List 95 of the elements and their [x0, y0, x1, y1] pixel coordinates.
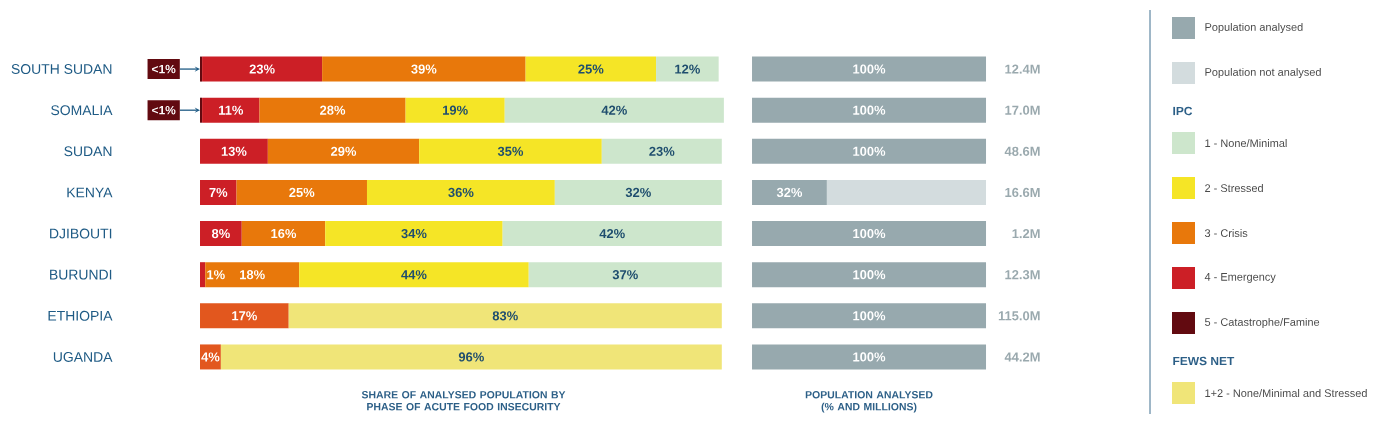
bar	[528, 262, 722, 288]
data-label: 13%	[221, 146, 247, 156]
bar	[502, 221, 722, 247]
legend-label: 2 - Stressed	[1205, 183, 1263, 193]
data-label: 25%	[289, 187, 315, 198]
y-tick-label: ETHIOPIA	[48, 310, 113, 321]
y-tick-label: SOUTH SUDAN	[11, 64, 112, 75]
data-label: 39%	[411, 64, 437, 74]
data-label: 29%	[330, 146, 357, 156]
bar	[601, 138, 722, 164]
data-label: 34%	[401, 228, 427, 239]
text: FEWS NET	[1173, 356, 1235, 366]
y-tick-label: KENYA	[67, 187, 113, 198]
data-label: 100%	[853, 105, 886, 115]
data-label: 1%	[207, 270, 225, 280]
bar	[267, 138, 420, 164]
data-label: 23%	[649, 146, 675, 156]
data-label: 36%	[448, 187, 474, 198]
bar	[554, 179, 722, 205]
text: 12.4M	[1005, 64, 1040, 74]
data-label: 11%	[219, 105, 244, 115]
bar	[366, 179, 555, 205]
text: 44.2M	[1004, 352, 1040, 362]
bar	[205, 262, 300, 288]
legend-label: 3 - Crisis	[1204, 228, 1248, 238]
data-label: 83%	[492, 311, 518, 321]
bar	[200, 97, 203, 123]
bar	[200, 179, 237, 205]
data-label: 12%	[675, 64, 700, 74]
data-label: 100%	[853, 311, 886, 321]
bar	[241, 221, 326, 247]
bar	[525, 56, 657, 82]
data-label: 16%	[271, 228, 297, 239]
bar	[202, 97, 260, 123]
data-label: 17%	[232, 311, 257, 321]
x-axis-title: POPULATION ANALYSED (% AND MILLIONS)	[805, 391, 933, 413]
data-label: 42%	[601, 105, 627, 115]
text: 12.3M	[1005, 270, 1040, 280]
bar	[299, 262, 529, 288]
data-label: 28%	[320, 105, 346, 115]
data-label: 18%	[240, 270, 265, 280]
bar	[220, 344, 722, 370]
legend-label: 1+2 - None/Minimal and Stressed	[1205, 388, 1367, 398]
data-label: 100%	[853, 270, 886, 280]
data-label: 37%	[612, 270, 638, 280]
data-label: 35%	[497, 146, 524, 156]
data-label: <1%	[152, 64, 176, 74]
bar	[200, 56, 203, 82]
x-axis-title: SHARE OF ANALYSED POPULATION BY PHASE OF ACUTE FOOD INSECURITY	[361, 391, 566, 411]
text: 115.0M	[998, 311, 1040, 321]
data-label: 44%	[401, 270, 427, 280]
bar	[325, 221, 503, 247]
bar	[202, 56, 323, 82]
legend-label: 5 - Catastrophe/Famine	[1204, 317, 1320, 329]
bar	[200, 221, 242, 247]
legend-label: Population not analysed	[1205, 67, 1321, 79]
text: 17.0M	[1005, 105, 1040, 115]
data-label: 25%	[578, 64, 604, 74]
y-tick-label: SOMALIA	[51, 105, 113, 116]
bar	[419, 138, 602, 164]
data-label: 4%	[201, 352, 220, 362]
bar	[405, 97, 505, 123]
text: 16.6M	[1005, 187, 1040, 198]
legend-label: 1 - None/Minimal	[1205, 138, 1287, 148]
data-label: 100%	[853, 228, 886, 239]
data-label: <1%	[152, 106, 176, 115]
data-label: 100%	[853, 64, 886, 74]
data-label: 32%	[625, 187, 651, 198]
data-label: 42%	[599, 228, 625, 239]
text: 1.2M	[1012, 229, 1040, 239]
data-label: 32%	[776, 187, 803, 198]
bar	[656, 56, 719, 82]
data-label: 8%	[211, 228, 230, 239]
bar	[200, 262, 206, 288]
bar	[322, 56, 526, 82]
bar	[288, 303, 722, 329]
bar	[236, 179, 367, 205]
bar	[504, 97, 724, 123]
data-label: 96%	[458, 352, 484, 362]
y-tick-label: SUDAN	[64, 146, 112, 157]
y-tick-label: UGANDA	[53, 351, 113, 362]
legend-label: Population analysed	[1205, 22, 1303, 34]
data-label: 100%	[853, 146, 886, 156]
legend-title: IPC	[1173, 106, 1193, 116]
data-label: 7%	[209, 187, 228, 197]
bar	[200, 303, 289, 329]
bar	[259, 97, 406, 123]
y-tick-label: DJIBOUTI	[50, 228, 112, 239]
bar	[200, 138, 268, 164]
data-label: 19%	[443, 105, 468, 115]
legend-label: 4 - Emergency	[1204, 273, 1276, 283]
text: 48.6M	[1004, 146, 1040, 156]
data-label: 100%	[853, 352, 886, 362]
y-tick-label: BURUNDI	[50, 269, 112, 280]
data-label: 23%	[249, 64, 275, 74]
